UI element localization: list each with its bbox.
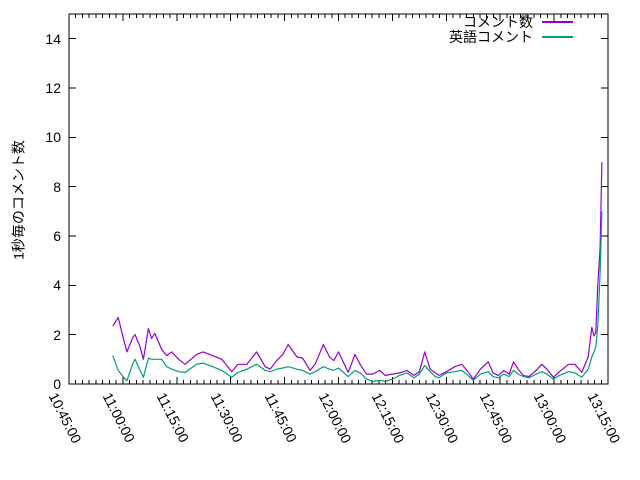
legend-label-comments: コメント数	[463, 14, 533, 30]
y-tick-label: 4	[53, 277, 61, 294]
legend-row-english: 英語コメント	[449, 30, 573, 44]
legend-label-english: 英語コメント	[449, 29, 533, 45]
y-tick-label: 0	[53, 376, 61, 392]
legend-line-english-icon	[542, 36, 573, 38]
y-tick-label: 8	[53, 178, 61, 195]
y-tick-label: 6	[53, 228, 61, 244]
y-tick-label: 12	[45, 80, 61, 96]
y-tick-label: 14	[45, 30, 61, 47]
legend-row-comments: コメント数	[449, 15, 573, 29]
y-tick-label: 10	[45, 129, 61, 146]
legend-line-comments-icon	[542, 21, 573, 23]
legend: コメント数 英語コメント	[449, 15, 573, 44]
y-tick-label: 2	[53, 326, 61, 343]
